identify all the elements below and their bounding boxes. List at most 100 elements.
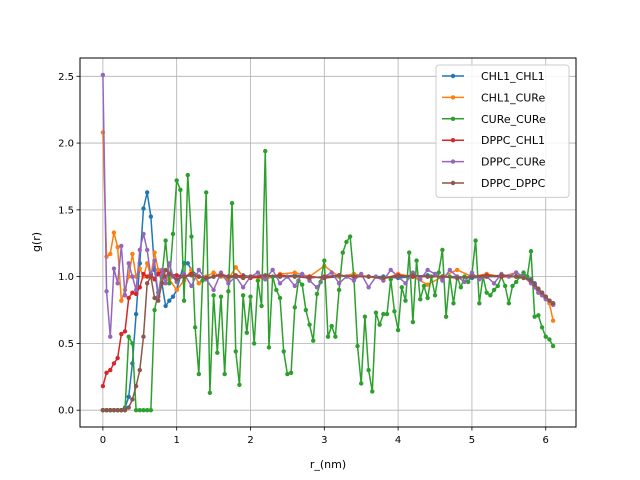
data-point (536, 290, 541, 295)
data-point (211, 270, 216, 275)
data-point (425, 274, 430, 279)
data-point (119, 407, 124, 413)
data-point (185, 172, 190, 178)
data-point (366, 274, 371, 279)
data-point (266, 345, 272, 350)
data-point (292, 283, 297, 289)
data-point (159, 267, 165, 273)
data-point (388, 277, 393, 282)
legend-label: DPPC_CURe (481, 156, 546, 169)
data-point (495, 283, 500, 289)
legend-label: DPPC_DPPC (481, 177, 546, 190)
data-point (288, 370, 294, 375)
legend-label: CURe_CURe (481, 113, 546, 126)
data-point (466, 279, 471, 285)
data-point (215, 350, 220, 355)
data-point (462, 279, 467, 285)
legend-label: CHL1_CHL1 (481, 70, 545, 83)
data-point (351, 274, 357, 279)
data-point (229, 200, 235, 206)
data-point (340, 250, 345, 255)
data-point (477, 301, 482, 306)
data-point (381, 275, 386, 281)
data-point (141, 407, 146, 413)
data-point (108, 407, 113, 413)
data-point (240, 275, 246, 281)
data-point (126, 394, 131, 400)
data-point (473, 238, 478, 243)
data-point (141, 206, 146, 211)
data-point (521, 275, 526, 281)
data-point (399, 285, 405, 290)
data-point (133, 311, 139, 317)
data-point (421, 283, 427, 289)
y-tick-label: 2.0 (58, 139, 74, 150)
data-point (281, 349, 286, 354)
data-point (550, 318, 556, 323)
data-point (454, 267, 460, 273)
data-point (144, 407, 150, 413)
data-point (207, 390, 213, 396)
data-point (244, 330, 250, 335)
data-point (167, 298, 172, 303)
data-point (547, 298, 552, 303)
y-tick-label: 1.5 (58, 205, 74, 216)
data-point (307, 275, 312, 281)
data-point (233, 265, 238, 270)
y-tick-label: 2.5 (58, 72, 74, 83)
data-point (299, 271, 305, 277)
data-point (122, 293, 128, 298)
data-point (100, 72, 106, 78)
data-point (204, 190, 209, 195)
legend-entry: CURe_CURe (442, 113, 546, 126)
data-point (491, 287, 497, 293)
data-point (248, 274, 253, 279)
data-point (222, 371, 227, 377)
data-point (226, 274, 231, 279)
data-point (189, 273, 194, 278)
data-point (167, 271, 172, 277)
legend-entry: DPPC_CHL1 (442, 134, 545, 147)
data-point (344, 239, 349, 245)
data-point (381, 311, 386, 317)
data-point (443, 314, 449, 319)
legend-entry: CHL1_CHL1 (442, 70, 545, 83)
data-point (237, 382, 242, 387)
data-point (491, 281, 497, 286)
data-point (108, 251, 113, 257)
data-point (108, 334, 113, 339)
data-point (366, 367, 371, 373)
data-point (204, 275, 209, 281)
data-point (255, 270, 261, 275)
data-point (111, 266, 117, 271)
data-point (111, 407, 117, 413)
data-point (240, 285, 246, 290)
data-point (108, 367, 113, 373)
data-point (377, 322, 382, 327)
data-point (322, 258, 327, 263)
data-point (425, 295, 430, 301)
y-tick-label: 0.5 (58, 339, 74, 350)
data-point (458, 285, 464, 290)
data-point (126, 405, 131, 410)
data-point (314, 291, 320, 297)
legend-label: CHL1_CURe (481, 91, 545, 104)
data-point (263, 148, 268, 154)
data-point (322, 274, 327, 279)
data-point (144, 247, 150, 253)
data-point (274, 287, 279, 293)
legend-label: DPPC_CHL1 (481, 134, 545, 147)
data-point (115, 355, 120, 361)
data-point (454, 275, 460, 281)
data-point (532, 314, 537, 319)
data-point (141, 334, 146, 339)
data-point (196, 281, 202, 286)
legend-entry: CHL1_CURe (442, 91, 545, 104)
data-point (119, 298, 124, 303)
data-point (137, 367, 142, 373)
data-point (469, 270, 475, 275)
data-point (406, 250, 412, 255)
data-point (536, 286, 541, 291)
data-point (418, 297, 423, 302)
data-point (521, 270, 526, 275)
